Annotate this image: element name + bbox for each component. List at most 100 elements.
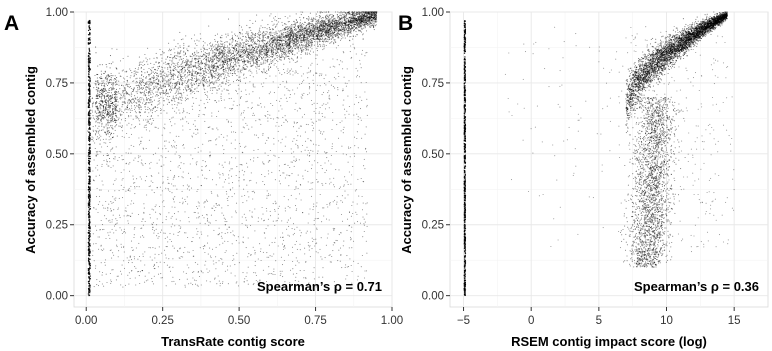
panel-a-point [374,19,376,21]
panel-a-point [186,82,188,84]
panel-a-point [123,89,125,91]
panel-a-point [89,128,91,130]
panel-a-point [256,67,258,69]
panel-a-point [124,71,126,73]
panel-a-point [145,77,147,79]
panel-a-point [180,64,182,66]
panel-a-point [335,34,337,36]
panel-a-point [220,40,222,42]
panel-a-point [211,66,213,69]
panel-a-point [215,74,217,76]
panel-a-point [243,58,245,60]
panel-a-point [225,67,227,69]
panel-a-point [326,14,328,16]
panel-a-point [324,41,326,43]
panel-a-point [167,71,169,73]
panel-a-point [108,89,110,91]
panel-a-point [354,18,356,20]
panel-a-point [235,43,238,45]
panel-a-point [236,35,238,37]
panel-a-point [148,86,150,88]
panel-a-point [252,46,254,48]
panel-a-point [221,44,224,46]
panel-a-point [285,50,288,52]
panel-a-point [87,29,90,32]
panel-a-point [88,240,90,242]
panel-a-point [305,32,307,34]
panel-a-point [88,83,91,85]
panel-a-point [177,88,179,90]
panel-a-point [207,66,209,68]
panel-a-point [208,68,211,70]
panel-a-point [124,88,126,90]
panel-a-point [343,11,345,13]
panel-a-point [360,13,362,15]
panel-a-point [218,69,220,71]
panel-a-point [300,53,302,56]
panel-a-point [130,75,132,77]
panel-a-point [271,60,273,62]
panel-a-point [87,34,90,36]
panel-a-point [366,13,368,15]
panel-a-point [121,111,123,113]
panel-a-point [288,32,291,34]
panel-a-point [260,33,262,36]
panel-a-point [273,54,275,56]
panel-a-point [185,98,188,101]
panel-a-point [303,27,305,29]
panel-a-point [365,11,367,13]
panel-a-point [323,11,325,13]
panel-a-point [239,52,241,54]
panel-a-point [262,72,264,74]
panel-a-point [346,32,348,34]
panel-a-point [294,22,296,24]
panel-a-point [208,55,210,57]
panel-a-point [245,50,247,52]
panel-a-point [209,65,211,67]
panel-a-point [88,65,90,68]
panel-a-point [159,109,162,112]
panel-a-point [328,26,330,28]
panel-a-point [273,23,275,25]
panel-a-point [294,23,296,25]
panel-a-point [225,46,227,49]
panel-a-point [288,35,290,37]
panel-a-point [238,76,240,78]
panel-a-point [365,30,368,32]
panel-a-point [151,90,153,92]
panel-a-point [326,11,328,13]
panel-a-point [177,76,179,78]
panel-a-point [182,60,184,62]
panel-a-point [175,55,177,57]
panel-a-point [160,91,162,94]
panel-a-point [174,66,177,68]
panel-a-point [160,72,162,74]
panel-a-point [214,47,216,49]
panel-a-point [306,18,308,20]
panel-a-point [311,36,313,38]
panel-a-point [88,114,91,116]
panel-a-point [248,50,250,53]
panel-a-point [292,59,294,61]
panel-a-point [147,81,149,83]
panel-a-point [327,41,329,43]
panel-a-point [106,119,108,121]
panel-a-point [300,30,302,32]
panel-a-point [230,43,232,45]
panel-a-point [275,30,277,32]
panel-a-point [291,47,293,50]
panel-a-point [292,42,294,44]
panel-a-point [334,40,336,42]
panel-a-point [256,65,258,67]
panel-a-point [353,26,355,28]
panel-a-point [130,95,132,97]
panel-a-point [88,97,90,99]
panel-a-point [266,46,268,48]
panel-a-point [330,30,332,32]
panel-a-point [289,39,291,41]
panel-a-point [266,59,269,61]
panel-a-point [167,79,169,81]
panel-a-point [157,88,159,90]
panel-a-point [340,38,342,40]
panel-a-point [237,46,239,48]
